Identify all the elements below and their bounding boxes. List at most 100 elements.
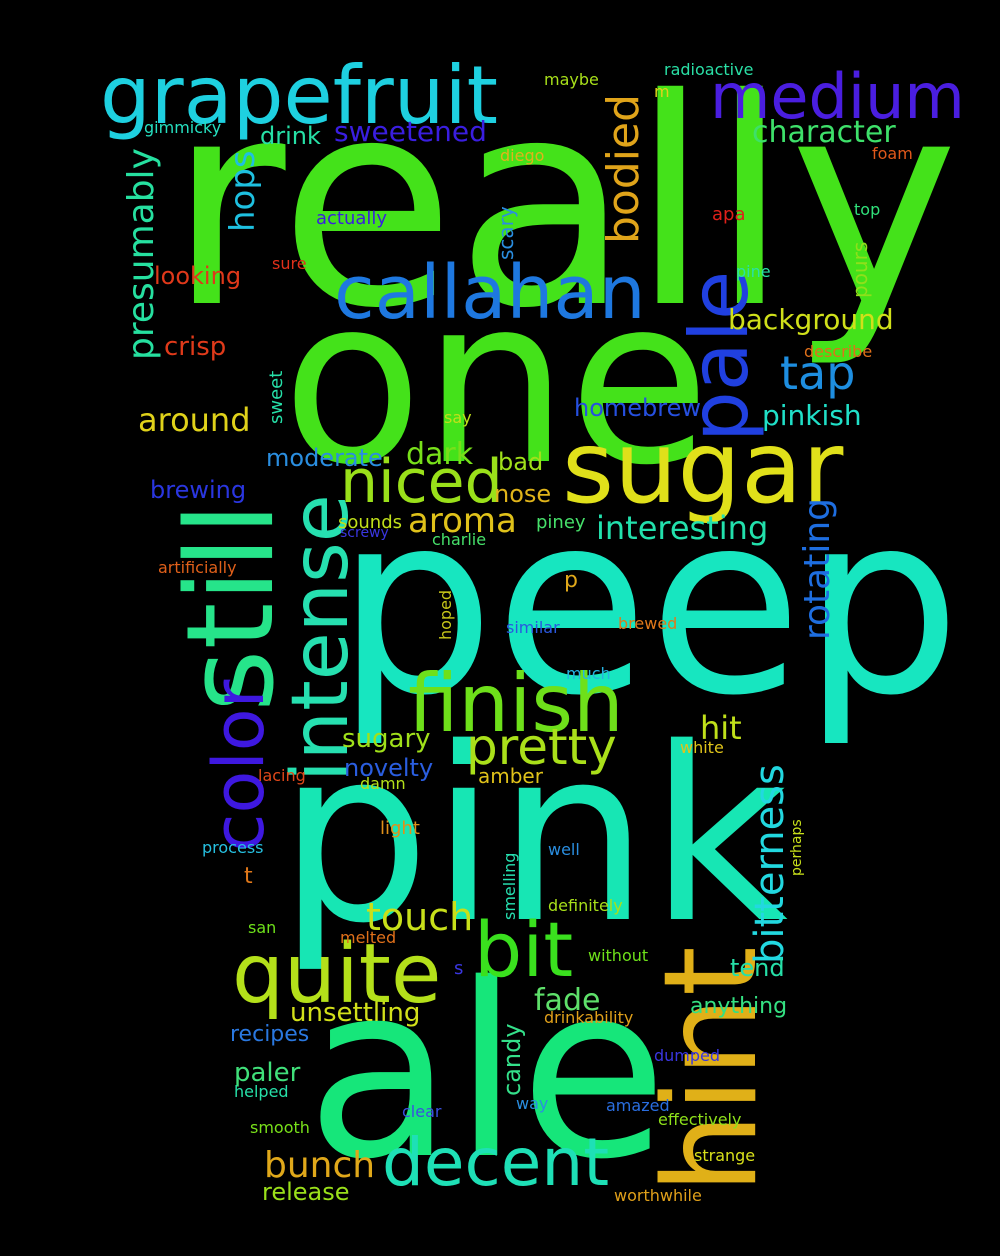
word-bunch: bunch (264, 1145, 376, 1186)
word-touch: touch (366, 895, 474, 939)
word-finish: finish (408, 657, 624, 750)
word-process: process (202, 838, 264, 857)
word-anything: anything (690, 994, 788, 1019)
word-lacing: lacing (258, 766, 306, 785)
word-p: p (564, 568, 578, 593)
word-apa: apa (712, 204, 746, 225)
word-damn: damn (360, 774, 406, 793)
word-melted: melted (340, 928, 397, 947)
word-around: around (138, 401, 251, 439)
word-white: white (680, 738, 724, 757)
word-pine: pine (736, 262, 771, 281)
word-sure: sure (272, 254, 307, 273)
word-san: san (248, 918, 277, 937)
word-fade: fade (534, 983, 601, 1018)
word-smelling: smelling (500, 852, 519, 920)
word-gimmicky: gimmicky (144, 118, 222, 137)
word-dumped: dumped (654, 1046, 721, 1065)
word-background: background (728, 303, 894, 336)
word-sweetened: sweetened (334, 115, 487, 148)
word-novelty: novelty (344, 754, 434, 782)
word-diego: diego (500, 146, 545, 165)
word-m: m (654, 82, 670, 101)
word-homebrew: homebrew (574, 394, 702, 422)
word-sugary: sugary (342, 724, 431, 754)
word-medium: medium (710, 60, 965, 133)
word-strange: strange (694, 1146, 756, 1165)
word-niced: niced (340, 447, 503, 517)
word-light: light (380, 818, 420, 839)
word-perhaps: perhaps (789, 819, 805, 876)
word-bodied: bodied (598, 93, 649, 244)
word-charlie: charlie (432, 530, 487, 549)
word-worthwhile: worthwhile (614, 1186, 702, 1205)
word-pours: pours (848, 241, 872, 298)
word-bitterness: bitterness (747, 764, 793, 964)
word-amber: amber (478, 764, 543, 788)
word-helped: helped (234, 1082, 289, 1101)
word-without: without (588, 946, 649, 965)
word-sugar: sugar (562, 409, 844, 526)
word-describe: describe (804, 342, 873, 361)
word-recipes: recipes (230, 1022, 310, 1047)
word-much: much (566, 664, 611, 683)
word-effectively: effectively (658, 1110, 742, 1129)
word-drink: drink (260, 122, 321, 150)
word-smooth: smooth (250, 1118, 310, 1137)
word-t: t (244, 864, 253, 889)
word-pink: pink (278, 696, 789, 976)
word-pinkish: pinkish (762, 399, 862, 432)
word-say: say (444, 408, 472, 427)
word-callahan: callahan (334, 250, 646, 336)
word-brewing: brewing (150, 476, 247, 504)
word-candy: candy (498, 1023, 526, 1096)
word-release: release (262, 1178, 350, 1206)
word-actually: actually (316, 208, 388, 229)
word-hit: hit (700, 709, 742, 747)
word-unsettling: unsettling (290, 998, 421, 1028)
word-interesting: interesting (596, 509, 769, 547)
word-grapefruit: grapefruit (100, 49, 499, 142)
word-tend: tend (730, 954, 785, 982)
word-nose: nose (494, 480, 552, 508)
word-crisp: crisp (164, 332, 227, 362)
word-clear: clear (402, 1102, 442, 1121)
word-artificially: artificially (158, 558, 237, 577)
word-drinkability: drinkability (544, 1008, 634, 1027)
word-bit: bit (474, 905, 574, 994)
word-radioactive: radioactive (664, 60, 754, 79)
word-amazed: amazed (606, 1096, 670, 1115)
word-pretty: pretty (466, 718, 617, 776)
word-peep: peep (336, 459, 961, 750)
word-quite: quite (232, 927, 442, 1022)
word-character: character (752, 115, 896, 150)
word-hoped: hoped (436, 589, 455, 640)
word-foam: foam (872, 144, 913, 163)
word-scary: scary (494, 206, 518, 260)
word-definitely: definitely (548, 896, 623, 915)
word-sounds: sounds (338, 512, 403, 533)
word-hops: hops (223, 150, 263, 232)
word-piney: piney (536, 512, 586, 533)
word-brewed: brewed (618, 614, 678, 633)
word-looking: looking (154, 262, 242, 290)
word-dark: dark (406, 437, 474, 472)
word-presumably: presumably (121, 148, 162, 360)
word-top: top (854, 200, 881, 219)
word-decent: decent (382, 1124, 610, 1201)
word-maybe: maybe (544, 70, 599, 89)
word-sweet: sweet (266, 370, 287, 424)
word-ale: ale (306, 932, 668, 1212)
word-really: really (168, 39, 959, 371)
word-bad: bad (498, 448, 544, 476)
word-one: one (282, 249, 710, 516)
word-aroma: aroma (408, 501, 517, 541)
word-well: well (548, 840, 580, 859)
word-similar: similar (506, 618, 560, 637)
word-s: s (454, 958, 464, 979)
word-screwy: screwy (340, 525, 389, 541)
word-way: way (516, 1094, 549, 1113)
word-moderate: moderate (266, 444, 383, 472)
word-tap: tap (780, 346, 856, 400)
